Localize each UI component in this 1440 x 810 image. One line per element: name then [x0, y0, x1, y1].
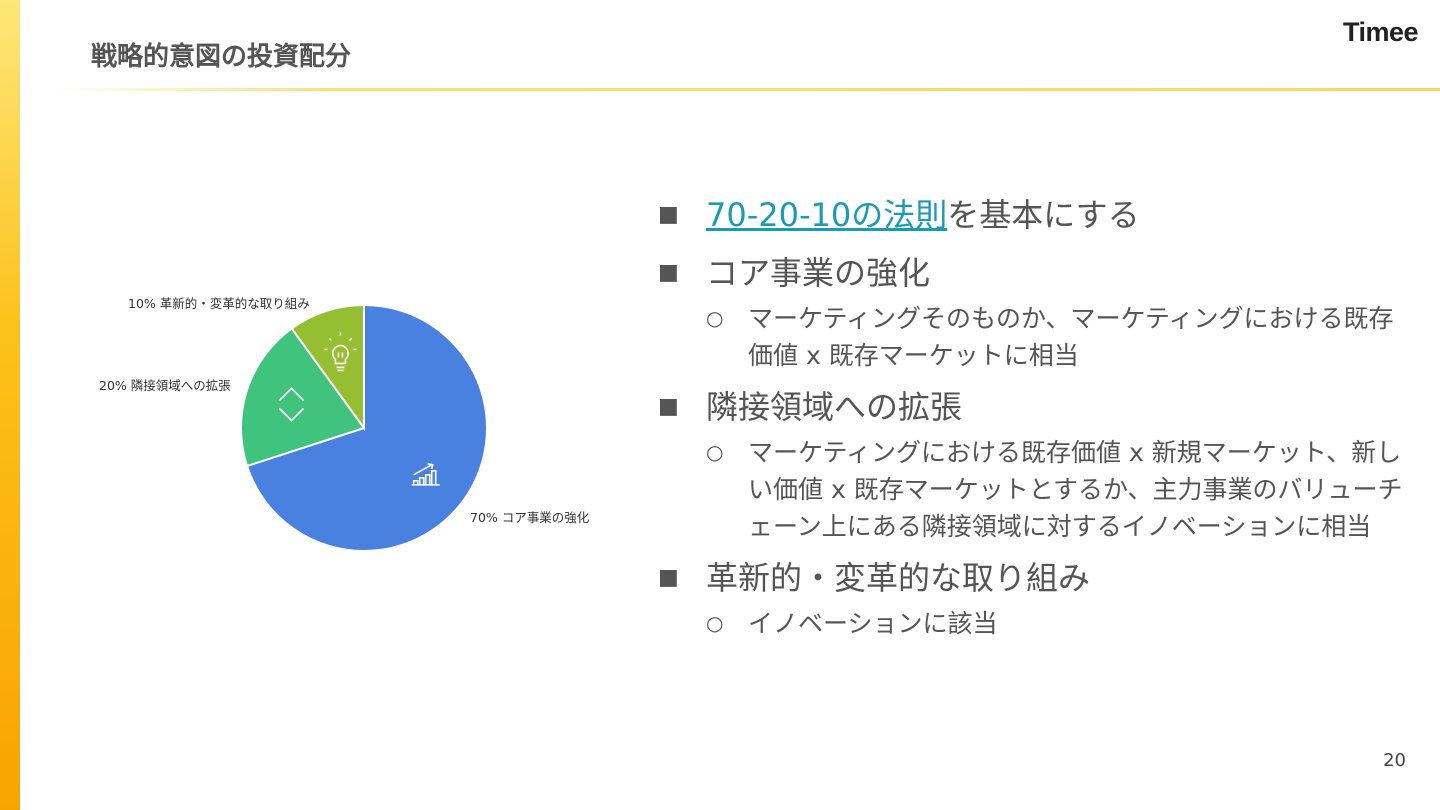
rule-link[interactable]: 70-20-10の法則 — [706, 196, 948, 234]
accent-sidebar — [0, 0, 20, 810]
timee-logo: Timee — [1342, 17, 1419, 47]
square-bullet-icon: ■ — [658, 394, 679, 419]
circle-bullet-icon: ○ — [706, 611, 724, 635]
circle-bullet-icon: ○ — [706, 306, 724, 330]
pie-chart — [240, 303, 488, 552]
square-bullet-icon: ■ — [658, 260, 679, 285]
square-bullet-icon: ■ — [658, 565, 679, 590]
bullet-item: ■ 革新的・変革的な取り組み — [658, 555, 1408, 601]
bullet-item: ■ 隣接領域への拡張 — [658, 384, 1408, 430]
sub-bullet-text: マーケティングにおける既存価値 x 新規マーケット、新しい価値 x 既存マーケッ… — [748, 438, 1403, 541]
growth-chart-icon — [411, 463, 440, 486]
diamond-arrows-icon — [278, 387, 305, 422]
bullet-text: コア事業の強化 — [706, 254, 931, 292]
slice-label-transformational: 10% 革新的・変革的な取り組み — [128, 296, 310, 311]
bullet-item: ■ コア事業の強化 — [658, 250, 1408, 296]
pie-slice — [245, 303, 488, 552]
pie-slice — [240, 327, 366, 468]
sub-bullet-item: ○ マーケティングそのものか、マーケティングにおける既存価値 x 既存マーケットに… — [706, 300, 1408, 374]
lightbulb-icon — [324, 332, 357, 372]
title-divider — [50, 88, 1440, 91]
slice-label-core: 70% コア事業の強化 — [470, 510, 590, 525]
slice-label-adjacent: 20% 隣接領域への拡張 — [99, 378, 231, 393]
bullet-text: を基本にする — [947, 196, 1140, 234]
sub-bullet-item: ○ イノベーションに該当 — [706, 605, 1408, 642]
bullet-list: ■ 70-20-10の法則を基本にする ■ コア事業の強化 ○ マーケティングそのもの… — [658, 192, 1408, 652]
bullet-text: 隣接領域への拡張 — [706, 388, 963, 426]
page-title: 戦略的意図の投資配分 — [91, 42, 352, 72]
sub-bullet-item: ○ マーケティングにおける既存価値 x 新規マーケット、新しい価値 x 既存マーケ… — [706, 434, 1408, 545]
bullet-text: 革新的・変革的な取り組み — [706, 559, 1091, 597]
sub-bullet-text: マーケティングそのものか、マーケティングにおける既存価値 x 既存マーケットに相… — [748, 304, 1394, 370]
page-number: 20 — [1383, 750, 1406, 771]
square-bullet-icon: ■ — [658, 202, 679, 227]
bullet-item: ■ 70-20-10の法則を基本にする — [658, 192, 1408, 238]
sub-bullet-text: イノベーションに該当 — [748, 609, 998, 638]
pie-slice — [290, 303, 365, 432]
circle-bullet-icon: ○ — [706, 440, 724, 464]
